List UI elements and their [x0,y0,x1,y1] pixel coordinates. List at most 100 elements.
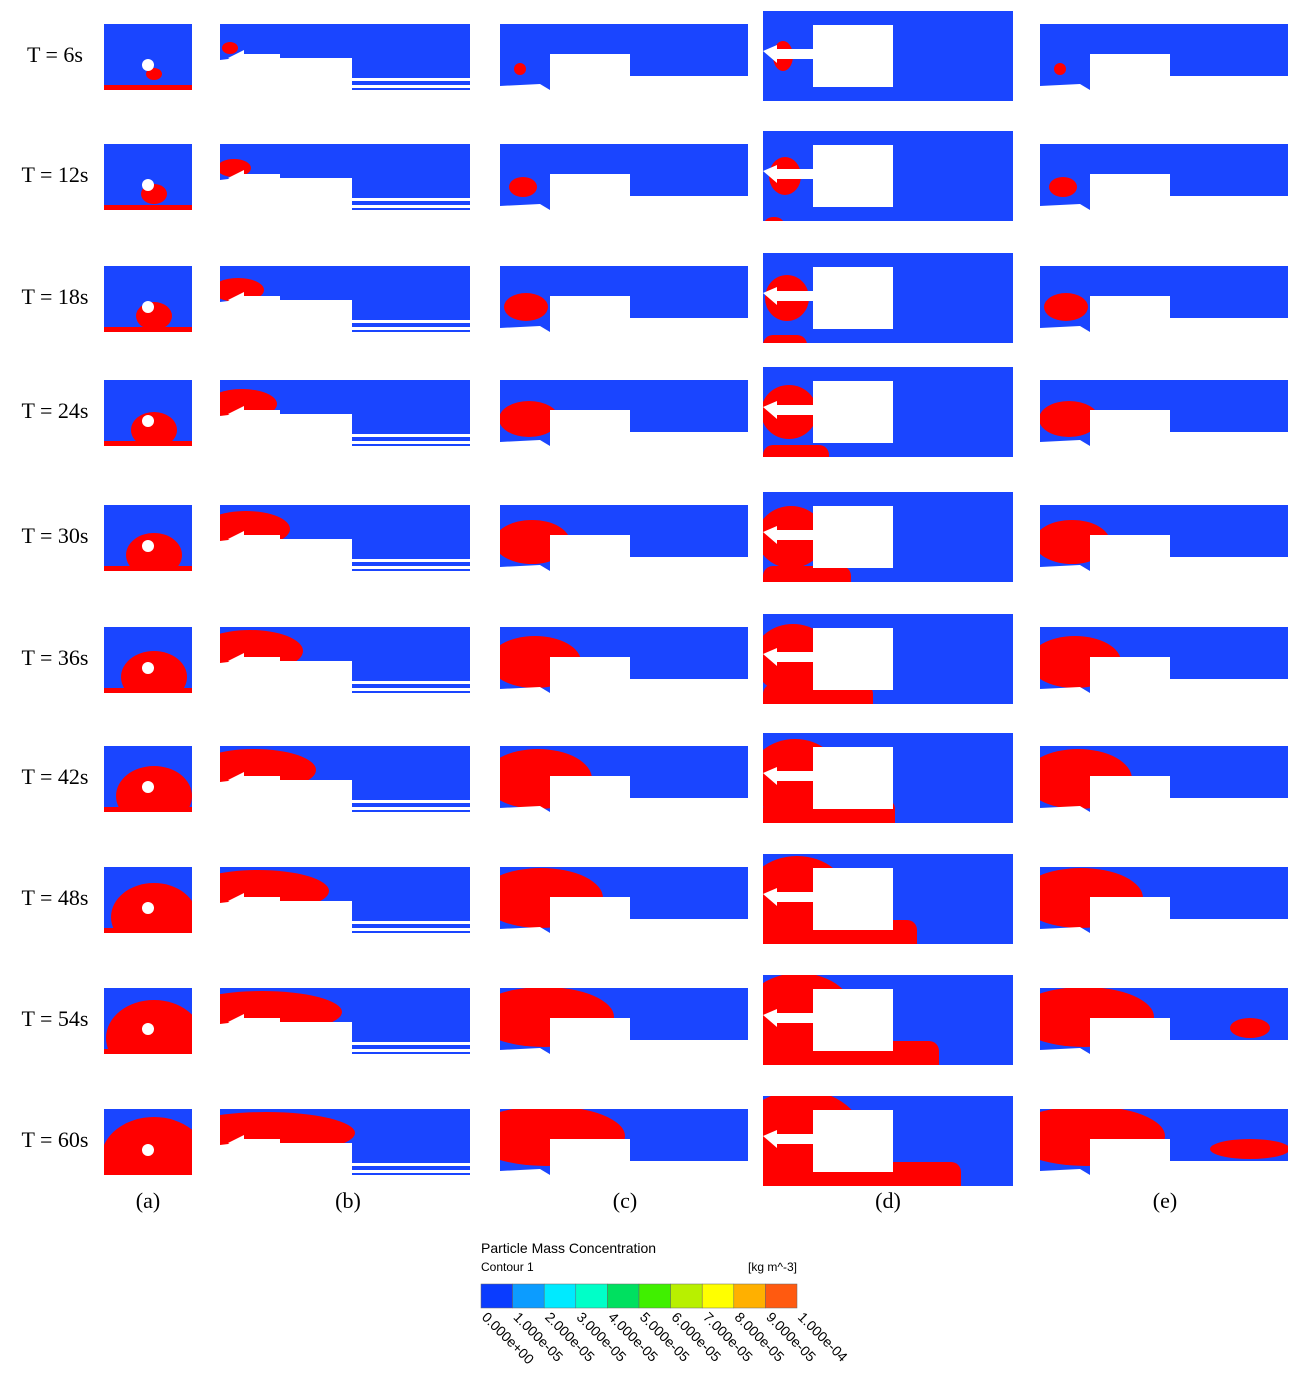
floor-deposit [104,441,192,446]
stripe [352,78,470,81]
contour-panel [757,492,1013,606]
building [1090,296,1170,332]
contour-panel [749,733,1013,839]
source [142,179,154,191]
contour-panel [484,746,748,812]
stripe [352,921,470,924]
contour-panel [1014,987,1288,1054]
stripe [352,1163,470,1166]
deposit [763,445,829,485]
contour-panel [202,505,470,571]
ground [1170,1040,1288,1054]
contour-panel [1040,144,1288,210]
building [550,776,630,812]
contour-panel [741,973,1013,1081]
floor-deposit [104,327,192,332]
plume [1230,1018,1270,1038]
row-label: T = 42s [21,764,88,789]
legend-swatch [576,1284,608,1308]
ground [630,76,748,90]
contour-panel [104,746,192,826]
contour-panel [474,987,748,1054]
floor-deposit [104,928,192,933]
column-label: (d) [875,1188,901,1213]
source [142,781,154,793]
stripe [352,559,470,562]
contour-panel [500,266,748,332]
deposit [763,217,785,257]
stripe [352,928,470,931]
plume [1210,1139,1290,1159]
building [550,1139,630,1175]
building [813,868,893,930]
building [1090,897,1170,933]
building [1090,410,1170,446]
row-label: T = 60s [21,1127,88,1152]
contour-panel [1040,24,1288,90]
stripe [352,681,470,684]
building [550,897,630,933]
contour-panel [500,24,748,90]
contour-panel [1040,266,1288,332]
floor-deposit [104,688,192,693]
contour-panel [1029,627,1288,693]
building [550,1018,630,1054]
building [550,410,630,446]
stripe [352,688,470,691]
ground [1170,557,1288,571]
ground [630,318,748,332]
ground [630,432,748,446]
row-label: T = 12s [21,162,88,187]
building [813,145,893,207]
source [142,415,154,427]
contour-panel [763,253,1013,375]
legend-title: Particle Mass Concentration [481,1240,656,1256]
ground [1170,919,1288,933]
ground [630,557,748,571]
building [550,657,630,693]
stripe [352,205,470,208]
contour-panel [745,854,1013,960]
contour-panel [187,867,470,933]
legend-subtitle: Contour 1 [481,1260,534,1274]
contour-panel [763,11,1013,101]
ground [1170,432,1288,446]
contour-panel [104,505,192,577]
building [813,381,893,443]
plume [136,302,172,330]
building [813,747,893,809]
column-label: (c) [613,1188,637,1213]
contour-panel [182,988,470,1054]
stripe [352,434,470,437]
stripe [352,327,470,330]
contour-panel [217,144,470,210]
contour-panel [1039,380,1288,446]
stripe [352,1042,470,1045]
contour-panel [104,266,192,332]
column-label: (b) [335,1188,361,1213]
legend-swatch [765,1284,797,1308]
legend-swatch [671,1284,703,1308]
building [550,296,630,332]
building [1090,1139,1170,1175]
contour-panel [104,988,202,1076]
source [142,301,154,313]
legend-swatch [639,1284,671,1308]
row-label: T = 24s [21,398,88,423]
building [813,628,893,690]
contour-panel [737,1090,1013,1202]
plume [116,766,192,826]
building [1090,535,1170,571]
floor-deposit [104,1170,192,1175]
legend-swatch [734,1284,766,1308]
plume [106,1000,202,1076]
source [142,662,154,674]
plume [111,883,197,951]
ground [630,1161,748,1175]
contour-panel [220,24,470,90]
source [142,59,154,71]
contour-panel [469,1106,748,1175]
contour-panel [1009,1106,1290,1175]
source [142,540,154,552]
row-label: T = 36s [21,645,88,670]
